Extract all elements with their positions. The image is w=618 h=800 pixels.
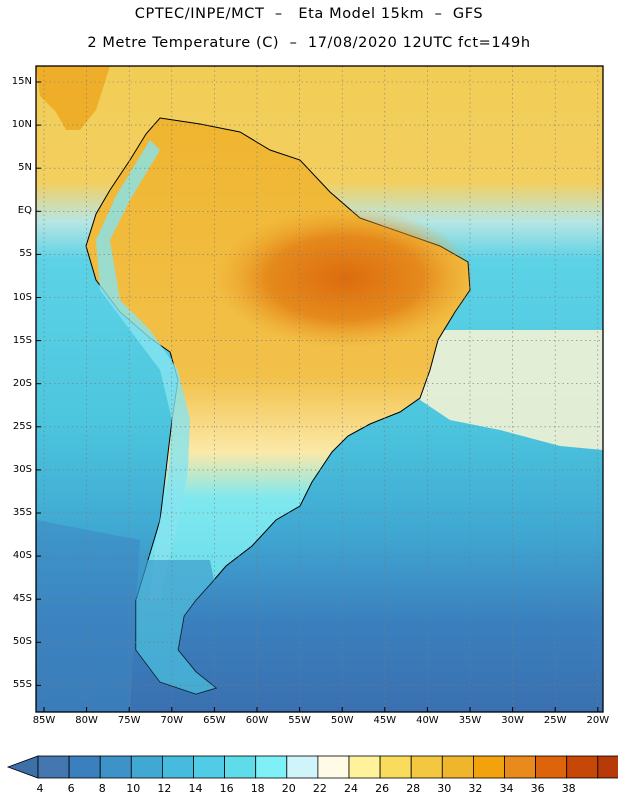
colorbar-swatch — [255, 755, 288, 779]
longitude-label: 45W — [373, 715, 397, 726]
colorbar-swatch — [410, 755, 443, 779]
colorbar-swatch — [379, 755, 412, 779]
colorbar-tick-label: 12 — [157, 782, 172, 795]
latitude-label: 10N — [11, 119, 32, 131]
colorbar-swatch — [535, 755, 568, 779]
colorbar-swatch — [472, 755, 505, 779]
colorbar-swatch — [37, 755, 70, 779]
longitude-label: 65W — [203, 715, 226, 726]
colorbar-low-arrow — [6, 755, 39, 779]
latitude-label: 25S — [12, 420, 32, 432]
cold-pacific-region — [36, 520, 140, 712]
colorbar-swatch — [317, 755, 350, 779]
latitude-label: 35S — [12, 507, 32, 518]
colorbar-swatch — [566, 755, 599, 779]
longitude-label: 85W — [32, 715, 56, 726]
latitude-label: 45S — [12, 593, 32, 605]
colorbar-tick-label: 38 — [561, 782, 576, 795]
colorbar-swatch — [348, 755, 381, 779]
graticule-grid — [36, 66, 603, 712]
colorbar-tick-label: 4 — [36, 782, 44, 795]
colorbar-tick-label: 34 — [499, 782, 514, 795]
latitude-label: 15N — [11, 76, 32, 87]
latitude-label: 5N — [18, 162, 32, 174]
colorbar-swatch — [286, 755, 319, 779]
colorbar-tick-label: 16 — [219, 782, 234, 795]
longitude-label: 70W — [160, 715, 184, 726]
longitude-label: 25W — [543, 715, 567, 726]
colorbar-swatch — [224, 755, 257, 779]
colorbar-tick-label: 30 — [437, 782, 452, 795]
colorbar-swatch — [68, 755, 101, 779]
hot-interior-region — [215, 208, 475, 348]
axis-ticks — [36, 81, 599, 712]
temperature-colorbar — [6, 755, 618, 779]
colorbar-tick-label: 6 — [67, 782, 75, 795]
longitude-label: 55W — [288, 715, 311, 726]
colorbar-tick-label: 18 — [250, 782, 265, 795]
warm-atlantic-band — [420, 330, 603, 450]
longitude-label: 80W — [75, 715, 98, 726]
colorbar-tick-label: 8 — [98, 782, 106, 795]
andes-cool-strip — [96, 140, 190, 600]
longitude-label: 75W — [117, 715, 141, 726]
patagonia-cold-region — [136, 560, 216, 694]
latitude-label: 20S — [12, 377, 32, 389]
longitude-label: 30W — [501, 715, 524, 726]
colorbar-tick-label: 14 — [188, 782, 203, 795]
map-frame — [35, 65, 604, 713]
longitude-label: 50W — [330, 715, 354, 726]
colorbar-swatch — [504, 755, 537, 779]
colorbar-swatch — [161, 755, 194, 779]
map-title-line-2: 2 Metre Temperature (C) – 17/08/2020 12U… — [87, 35, 531, 51]
latitude-label: 55S — [12, 679, 32, 691]
latitude-label: 40S — [12, 550, 32, 562]
colorbar-tick-label: 20 — [281, 782, 296, 795]
longitude-label: 20W — [586, 715, 610, 726]
latitude-label: 5S — [19, 248, 32, 260]
colorbar-tick-label: 26 — [375, 782, 390, 795]
latitude-label: EQ — [17, 205, 32, 217]
longitude-label: 60W — [245, 715, 269, 726]
colorbar-swatch — [597, 755, 618, 779]
colorbar-tick-label: 28 — [406, 782, 421, 795]
longitude-label: 35W — [458, 715, 482, 726]
colorbar-tick-label: 22 — [312, 782, 327, 795]
map-title-line-1: CPTEC/INPE/MCT – Eta Model 15km – GFS — [134, 6, 484, 22]
colorbar-tick-label: 36 — [530, 782, 545, 795]
latitude-label: 50S — [12, 636, 32, 648]
colorbar-swatch — [130, 755, 163, 779]
colorbar-swatch — [441, 755, 474, 779]
colorbar-tick-label: 24 — [344, 782, 358, 795]
colorbar-swatch — [99, 755, 132, 779]
latitude-label: 30S — [12, 463, 32, 475]
latitude-label: 10S — [12, 291, 32, 303]
latitude-label: 15S — [12, 334, 32, 346]
colorbar-tick-label: 32 — [468, 782, 483, 795]
colorbar-swatch — [193, 755, 226, 779]
longitude-label: 40W — [416, 715, 439, 726]
colorbar-tick-label: 10 — [126, 782, 141, 795]
